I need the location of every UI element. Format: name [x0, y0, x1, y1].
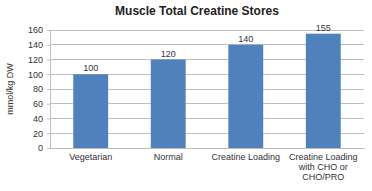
label-line: CHO/PRO	[302, 172, 344, 182]
x-tick: Creatine Loading	[211, 152, 280, 162]
bar	[73, 74, 108, 148]
bar	[151, 60, 186, 149]
bar	[228, 45, 263, 148]
y-axis-line	[47, 31, 51, 149]
y-tick-label: 120	[28, 55, 43, 65]
x-tick-label: Normal	[154, 152, 183, 162]
data-label: 155	[316, 23, 331, 33]
y-tick-label: 0	[38, 143, 43, 153]
y-tick: 140	[28, 40, 50, 50]
data-label: 100	[83, 63, 98, 73]
plot-area: 0 20 40 60 80 100 120 140 160 100 120 140 155 Vegetar…	[28, 23, 365, 183]
y-tick-mark	[47, 60, 50, 61]
label-line: Normal	[154, 152, 183, 162]
bar	[306, 34, 341, 148]
y-tick: 40	[33, 114, 50, 124]
y-tick-mark	[47, 74, 50, 75]
y-tick-label: 80	[33, 84, 43, 94]
x-axis: VegetarianNormalCreatine LoadingCreatine…	[51, 149, 365, 183]
y-tick-label: 160	[28, 25, 43, 35]
y-axis: 0 20 40 60 80 100 120 140 160	[28, 25, 51, 153]
y-tick: 80	[33, 84, 50, 94]
x-tick: Vegetarian	[69, 152, 112, 162]
y-tick: 60	[33, 99, 50, 109]
y-tick-label: 100	[28, 70, 43, 80]
data-label: 120	[161, 49, 176, 59]
grid	[50, 30, 364, 148]
label-line: Creatine Loading	[211, 152, 280, 162]
y-tick-label: 140	[28, 40, 43, 50]
x-tick-label: Creatine Loading	[211, 152, 280, 162]
y-tick: 160	[28, 25, 50, 35]
label-line: with CHO or	[298, 162, 348, 172]
y-tick-mark	[47, 89, 50, 90]
title: Muscle Total Creatine Stores	[115, 4, 279, 18]
y-tick-mark	[47, 45, 50, 46]
x-tick-label: Creatine Loadingwith CHO orCHO/PRO	[289, 152, 358, 182]
data-label: 140	[238, 34, 253, 44]
y-axis-title: mmol/kg DW	[5, 63, 15, 115]
y-tick: 0	[38, 143, 50, 153]
y-tick-mark	[47, 30, 50, 31]
y-tick: 20	[33, 129, 50, 139]
data-labels: 100 120 140 155	[83, 23, 331, 74]
y-tick: 100	[28, 70, 50, 80]
x-tick: Creatine Loadingwith CHO orCHO/PRO	[289, 152, 358, 182]
y-tick-mark	[47, 104, 50, 105]
bars	[73, 34, 340, 148]
chart: 0 20 40 60 80 100 120 140 160 100 120 140 155 Vegetar…	[0, 0, 372, 191]
y-tick: 120	[28, 55, 50, 65]
label-line: Creatine Loading	[289, 152, 358, 162]
y-tick-label: 40	[33, 114, 43, 124]
x-axis-line	[51, 148, 365, 149]
y-tick-mark	[47, 119, 50, 120]
label-line: Vegetarian	[69, 152, 112, 162]
x-tick-label: Vegetarian	[69, 152, 112, 162]
y-tick-mark	[47, 148, 50, 149]
y-tick-label: 60	[33, 99, 43, 109]
y-tick-label: 20	[33, 129, 43, 139]
y-tick-mark	[47, 133, 50, 134]
x-tick: Normal	[154, 152, 183, 162]
